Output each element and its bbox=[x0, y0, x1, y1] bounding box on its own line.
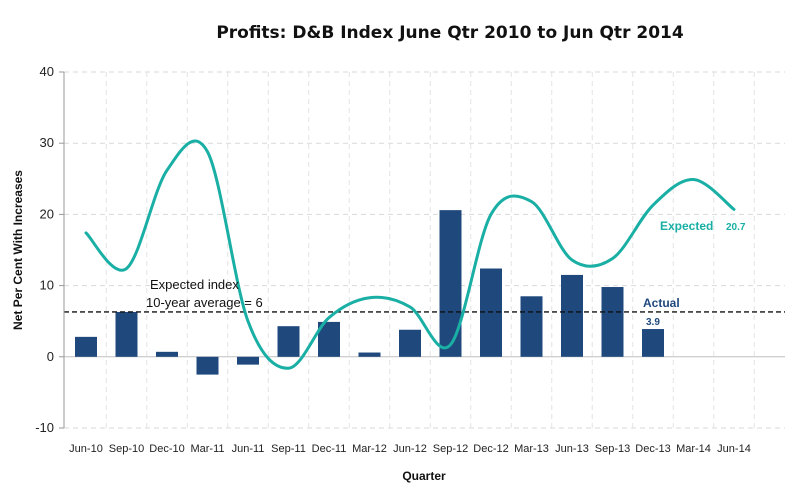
bar-actual bbox=[237, 356, 259, 365]
actual-series-label: Actual bbox=[643, 296, 680, 310]
y-axis-label: Net Per Cent With Increases bbox=[11, 170, 25, 330]
x-tick-label: Dec-12 bbox=[473, 443, 508, 455]
y-tick-label: 20 bbox=[40, 206, 54, 221]
bar-actual bbox=[399, 329, 421, 357]
x-tick-label: Jun-10 bbox=[69, 443, 103, 455]
bar-actual bbox=[196, 356, 219, 375]
y-tick-label: 10 bbox=[40, 278, 54, 293]
x-tick-label: Jun-14 bbox=[717, 443, 751, 455]
bar-actual bbox=[642, 329, 664, 357]
x-axis-ticks: Jun-10 Sep-10 Dec-10 Mar-11 Jun-11 Sep-11 Dec-… bbox=[69, 443, 751, 455]
bar-actual bbox=[358, 352, 381, 357]
y-tick-label: 0 bbox=[47, 349, 54, 364]
bar-actual bbox=[601, 287, 624, 357]
y-axis-ticks: -10 0 10 20 30 40 bbox=[35, 64, 64, 435]
x-tick-label: Sep-13 bbox=[595, 443, 630, 455]
y-tick-label: 30 bbox=[40, 135, 54, 150]
x-tick-label: Dec-13 bbox=[635, 443, 670, 455]
x-tick-label: Mar-13 bbox=[514, 443, 549, 455]
expected-line-group bbox=[84, 139, 736, 370]
bar-actual bbox=[561, 274, 583, 357]
x-tick-label: Sep-12 bbox=[433, 443, 468, 455]
x-tick-label: Jun-11 bbox=[232, 443, 265, 455]
bar-actual bbox=[439, 210, 462, 357]
bar-actual bbox=[115, 311, 138, 357]
bar-actual bbox=[75, 336, 97, 357]
x-axis-label: Quarter bbox=[402, 469, 446, 483]
expected-line bbox=[84, 139, 736, 370]
bar-actual bbox=[318, 321, 340, 357]
actual-bars bbox=[75, 210, 664, 375]
x-tick-label: Mar-12 bbox=[352, 443, 387, 455]
x-tick-label: Dec-11 bbox=[312, 443, 347, 455]
actual-value-label: 3.9 bbox=[646, 317, 660, 328]
bar-actual bbox=[480, 268, 502, 357]
x-tick-label: Jun-12 bbox=[393, 443, 427, 455]
x-tick-label: Sep-10 bbox=[109, 443, 144, 455]
x-tick-label: Dec-10 bbox=[149, 443, 184, 455]
x-tick-label: Mar-14 bbox=[676, 443, 711, 455]
reference-line-label-2: 10-year average = 6 bbox=[146, 295, 263, 310]
x-tick-label: Mar-11 bbox=[190, 443, 224, 455]
bar-actual bbox=[156, 351, 178, 357]
expected-series-label: Expected bbox=[660, 219, 713, 233]
x-tick-label: Jun-13 bbox=[555, 443, 589, 455]
bar-actual bbox=[520, 296, 543, 357]
y-tick-label: 40 bbox=[40, 64, 54, 79]
bar-actual bbox=[277, 326, 300, 357]
chart-title: Profits: D&B Index June Qtr 2010 to Jun … bbox=[216, 23, 684, 43]
expected-value-label: 20.7 bbox=[726, 222, 746, 233]
gridlines bbox=[64, 71, 785, 429]
reference-line-label-1: Expected index bbox=[150, 277, 239, 292]
x-tick-label: Sep-11 bbox=[271, 443, 306, 455]
y-tick-label: -10 bbox=[35, 420, 54, 435]
